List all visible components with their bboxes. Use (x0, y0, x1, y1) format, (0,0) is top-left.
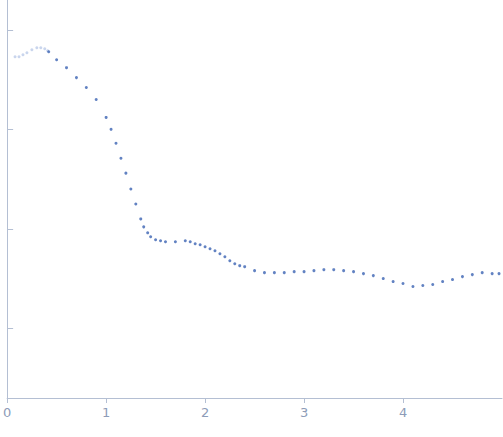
svg-text:1: 1 (102, 405, 110, 420)
svg-text:3: 3 (300, 405, 308, 420)
svg-text:4: 4 (399, 405, 407, 420)
svg-text:2: 2 (201, 405, 209, 420)
svg-text:0: 0 (3, 405, 11, 420)
